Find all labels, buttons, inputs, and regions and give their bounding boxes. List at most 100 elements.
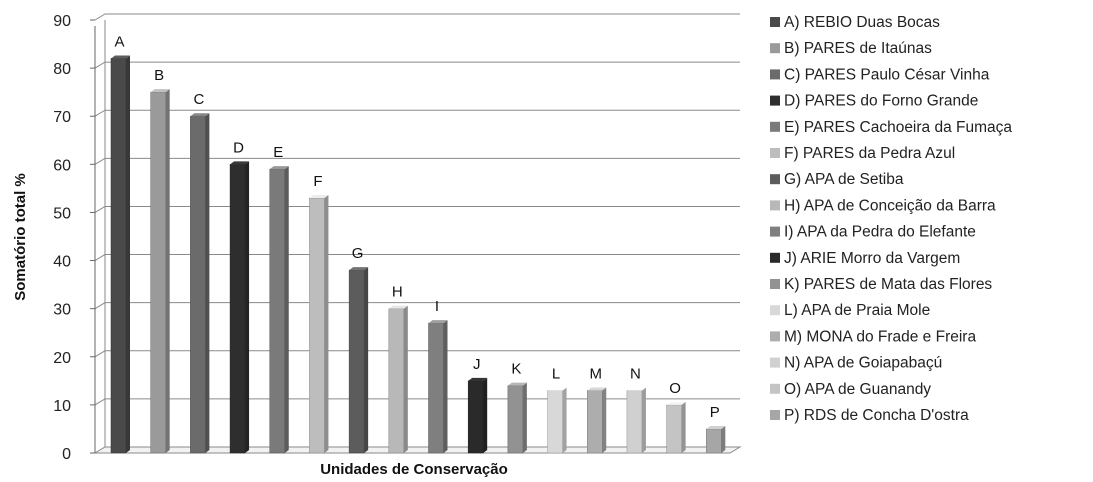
bar-side [522, 382, 527, 453]
y-axis-ticks: 0 10 20 30 40 50 60 70 80 90 [53, 13, 96, 463]
bar-front [467, 380, 484, 454]
x-axis-title: Unidades de Conservação [320, 461, 508, 478]
bar-side [324, 195, 329, 453]
legend-label: F) PARES da Pedra Azul [784, 145, 955, 162]
bar-label-I: I [435, 298, 439, 315]
bar-front [150, 91, 166, 454]
bar-side [641, 387, 646, 453]
bar-front [110, 58, 127, 454]
bar-top [111, 55, 130, 59]
legend-label: G) APA de Setiba [784, 171, 904, 188]
legend-label: K) PARES de Mata das Flores [784, 276, 992, 293]
legend-swatch [770, 69, 780, 80]
legend-swatch [770, 200, 780, 211]
bar-side [602, 387, 607, 453]
bar-side [364, 267, 369, 453]
back-wall-edge [94, 20, 106, 454]
bar-N [626, 387, 646, 454]
legend-item: L) APA de Praia Mole [770, 302, 930, 319]
bar-label-B: B [154, 67, 164, 84]
bar-D [229, 161, 250, 454]
legend-label: M) MONA do Frade e Freira [784, 328, 976, 345]
gridline [94, 254, 740, 261]
legend-swatch [770, 410, 780, 420]
bar-H [388, 305, 408, 454]
y-tick-label: 20 [53, 350, 71, 367]
gridline [94, 109, 740, 117]
legend-label: B) PARES de Itaúnas [784, 40, 932, 57]
bar-top [587, 387, 607, 391]
legend-swatch [770, 43, 780, 54]
bar-K [507, 382, 527, 454]
legend-label: L) APA de Praia Mole [784, 302, 930, 319]
bar-front [388, 308, 405, 454]
y-tick-label: 50 [53, 205, 71, 222]
bar-label-P: P [710, 404, 720, 421]
gridline [94, 302, 740, 310]
legend-item: G) APA de Setiba [770, 171, 904, 188]
legend-swatch [770, 95, 780, 106]
bar-J [467, 377, 488, 454]
bar-side [403, 305, 408, 453]
bar-side [205, 113, 210, 453]
bar-front [428, 322, 444, 454]
y-tick-label: 0 [62, 446, 71, 463]
bar-label-A: A [114, 33, 124, 50]
bar-front [547, 390, 563, 454]
bar-top [150, 89, 170, 93]
bar-side [284, 166, 289, 453]
legend-item: D) PARES do Forno Grande [770, 93, 978, 110]
y-axis-title: Somatório total % [12, 173, 29, 301]
bar-label-N: N [630, 365, 641, 382]
legend-item: N) APA de Goiapabaçú [770, 355, 942, 372]
bar-G [348, 267, 369, 454]
legend-swatch [770, 17, 780, 27]
legend-swatch [770, 174, 780, 185]
legend-item: P) RDS de Concha D'ostra [770, 407, 969, 424]
legend-swatch [770, 121, 780, 132]
bar-side [126, 55, 130, 453]
legend-swatch [770, 357, 780, 368]
bar-side [562, 387, 567, 453]
bar-front [229, 164, 246, 454]
legend-item: C) PARES Paulo César Vinha [770, 66, 990, 83]
legend-swatch [770, 148, 780, 158]
gridline [94, 205, 740, 213]
legend-item: J) ARIE Morro da Vargem [770, 250, 960, 267]
legend-item: B) PARES de Itaúnas [770, 40, 932, 57]
bar-M [587, 387, 607, 454]
y-tick-label: 10 [53, 398, 71, 415]
bar-front [587, 390, 603, 454]
legend-swatch [770, 383, 780, 394]
bar-front [626, 390, 643, 454]
legend-label: A) REBIO Duas Bocas [784, 14, 940, 31]
bar-I [428, 320, 448, 454]
bar-label-H: H [392, 284, 403, 301]
y-tick-label: 90 [53, 13, 71, 30]
bar-label-D: D [233, 139, 244, 156]
legend-label: C) PARES Paulo César Vinha [784, 66, 990, 83]
legend-swatch [770, 252, 780, 263]
bar-side [443, 320, 448, 453]
legend-item: O) APA de Guanandy [770, 381, 931, 398]
legend-item: A) REBIO Duas Bocas [770, 14, 940, 31]
bar-O [666, 401, 686, 454]
legend-item: I) APA da Pedra do Elefante [770, 224, 976, 241]
legend-label: N) APA de Goiapabaçú [784, 355, 942, 372]
legend-label: D) PARES do Forno Grande [784, 93, 978, 110]
legend-swatch [770, 305, 780, 316]
bar-label-O: O [669, 380, 681, 397]
legend-item: M) MONA do Frade e Freira [770, 328, 976, 345]
bar-label-G: G [352, 245, 364, 262]
bar-top [190, 113, 210, 117]
bar-side [721, 425, 726, 453]
y-tick-label: 60 [53, 157, 71, 174]
y-tick-label: 30 [53, 302, 71, 319]
bar-front [666, 404, 682, 454]
bar-side [165, 89, 170, 454]
bar-B [150, 89, 170, 454]
bar-label-K: K [511, 361, 521, 378]
legend-label: O) APA de Guanandy [784, 381, 931, 398]
bar-side [681, 401, 686, 453]
bar-top [269, 166, 289, 170]
